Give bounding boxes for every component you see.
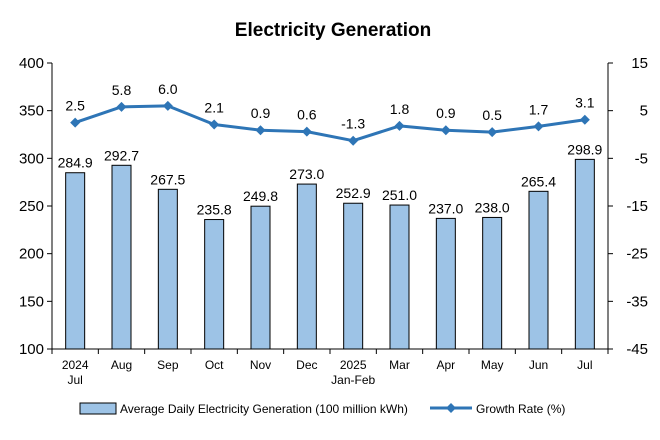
x-tick-label: 2025 xyxy=(340,358,367,372)
right-tick-label: -25 xyxy=(626,246,648,263)
line-value-label: 0.5 xyxy=(482,107,502,123)
x-tick-label: Jul xyxy=(67,373,82,387)
left-tick-label: 200 xyxy=(19,246,44,263)
line-point xyxy=(255,125,266,136)
bar-value-label: 284.9 xyxy=(58,155,93,171)
line-value-label: 6.0 xyxy=(158,81,178,97)
bar xyxy=(157,188,178,350)
bar xyxy=(435,217,456,350)
line-value-label: 3.1 xyxy=(575,95,595,111)
line-value-label: 2.1 xyxy=(204,99,224,115)
line-point xyxy=(301,126,312,137)
line-value-label: 0.9 xyxy=(251,105,271,121)
right-tick-label: -35 xyxy=(626,293,648,310)
bar-value-label: 238.0 xyxy=(475,199,510,215)
bar xyxy=(389,204,410,350)
bar-value-label: 265.4 xyxy=(521,173,556,189)
x-tick-label: Nov xyxy=(250,358,271,372)
bar-value-label: 252.9 xyxy=(336,185,371,201)
chart-title: Electricity Generation xyxy=(235,20,431,41)
line-point xyxy=(70,117,81,128)
x-tick-label: Oct xyxy=(205,358,224,372)
right-tick-label: 5 xyxy=(640,103,648,120)
line-point xyxy=(394,120,405,131)
line-value-label: 0.6 xyxy=(297,107,317,123)
left-tick-label: 100 xyxy=(19,341,44,358)
growth-line xyxy=(74,104,586,143)
legend-line-label: Growth Rate (%) xyxy=(476,402,565,416)
bar xyxy=(296,183,317,350)
left-tick-label: 300 xyxy=(19,150,44,167)
line-point xyxy=(209,119,220,130)
bar-value-label: 237.0 xyxy=(428,200,463,216)
bar-value-label: 292.7 xyxy=(104,147,139,163)
line-point xyxy=(533,121,544,132)
x-tick-label: Jan-Feb xyxy=(331,373,375,387)
line-point xyxy=(440,125,451,136)
right-tick-label: -15 xyxy=(626,198,648,215)
legend-bar-label: Average Daily Electricity Generation (10… xyxy=(120,402,408,416)
bar-value-label: 267.5 xyxy=(150,171,185,187)
left-tick-label: 250 xyxy=(19,198,44,215)
x-tick-label: 2024 xyxy=(62,358,89,372)
line-value-label: 1.8 xyxy=(390,101,410,117)
right-tick-label: 15 xyxy=(631,55,648,72)
bar xyxy=(574,158,595,350)
legend: Average Daily Electricity Generation (10… xyxy=(79,402,565,416)
bar-value-label: 235.8 xyxy=(197,202,232,218)
bar-value-label: 298.9 xyxy=(567,141,602,157)
bar-series xyxy=(65,158,595,350)
left-tick-label: 400 xyxy=(19,55,44,72)
bar-value-label: 251.0 xyxy=(382,187,417,203)
line-series xyxy=(70,100,590,146)
right-tick-label: -5 xyxy=(635,150,648,167)
line-point xyxy=(487,127,498,138)
bar xyxy=(528,190,549,350)
line-point xyxy=(162,100,173,111)
x-tick-label: Jun xyxy=(529,358,548,372)
line-value-label: 2.5 xyxy=(65,98,85,114)
bar-value-label: 249.8 xyxy=(243,188,278,204)
left-tick-label: 150 xyxy=(19,293,44,310)
line-value-label: 5.8 xyxy=(112,82,132,98)
x-tick-label: Aug xyxy=(111,358,132,372)
axes: 100 150 200 250 300 350 400 -45 -35 -25 -15 -5 5 15 20… xyxy=(19,55,648,387)
legend-line-marker xyxy=(446,403,456,413)
line-value-label: -1.3 xyxy=(341,116,365,132)
bar-value-label: 273.0 xyxy=(289,166,324,182)
bar xyxy=(65,172,86,350)
line-point xyxy=(348,135,359,146)
bar xyxy=(111,164,132,350)
bar xyxy=(250,205,271,350)
bar xyxy=(204,219,225,350)
line-point xyxy=(579,114,590,125)
line-value-label: 1.7 xyxy=(529,101,549,117)
x-tick-label: Mar xyxy=(389,358,410,372)
x-tick-label: Sep xyxy=(157,358,179,372)
bar xyxy=(482,216,503,350)
left-tick-label: 350 xyxy=(19,103,44,120)
data-labels: 284.9 292.7 267.5 235.8 249.8 273.0 252.9 251.0… xyxy=(58,81,603,218)
x-tick-label: Dec xyxy=(296,358,317,372)
right-tick-label: -45 xyxy=(626,341,648,358)
x-tick-label: Jul xyxy=(577,358,592,372)
line-value-label: 0.9 xyxy=(436,105,456,121)
x-tick-label: May xyxy=(481,358,504,372)
bar xyxy=(343,202,364,350)
x-tick-label: Apr xyxy=(436,358,455,372)
legend-bar-swatch xyxy=(79,402,117,415)
line-point xyxy=(116,101,127,112)
